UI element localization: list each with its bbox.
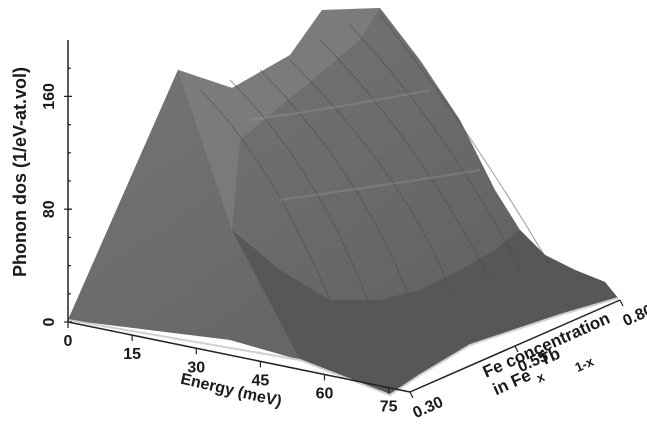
y-axis-label-sub1x: 1-x (573, 353, 597, 375)
z-tick-label: 160 (41, 83, 58, 110)
surface-base-edge (67, 297, 619, 397)
surface-mesh (199, 14, 551, 306)
z-tick-label: 0 (41, 317, 58, 326)
x-tick-label: 45 (251, 372, 269, 389)
y-tick-mark (514, 345, 519, 353)
z-tick-labels: 0 80 160 (41, 83, 58, 326)
x-tick-marks (67, 322, 390, 394)
y-tick-label: 0.80 (620, 302, 647, 330)
z-tick-label: 80 (41, 200, 58, 218)
x-tick-label: 30 (187, 359, 205, 376)
x-tick-label: 75 (380, 399, 398, 416)
surface-front-foot (232, 230, 618, 395)
y-tick-mark (619, 299, 624, 307)
x-tick-label: 15 (123, 346, 141, 363)
y-tick-marks (409, 299, 624, 399)
y-tick-label: 0.30 (410, 394, 445, 422)
y-axis-label-subx: x (534, 369, 547, 386)
z-axis-label: Phonon dos (1/eV-at.vol) (10, 67, 30, 277)
surface-ridge (178, 8, 380, 230)
x-tick-label: 60 (316, 386, 334, 403)
surface-mesh-light (249, 89, 481, 201)
x-axis-line (67, 321, 411, 393)
x-tick-labels: 0 15 30 45 60 75 (64, 333, 398, 416)
y-tick-mark (409, 391, 414, 399)
x-tick-label: 0 (64, 333, 73, 350)
